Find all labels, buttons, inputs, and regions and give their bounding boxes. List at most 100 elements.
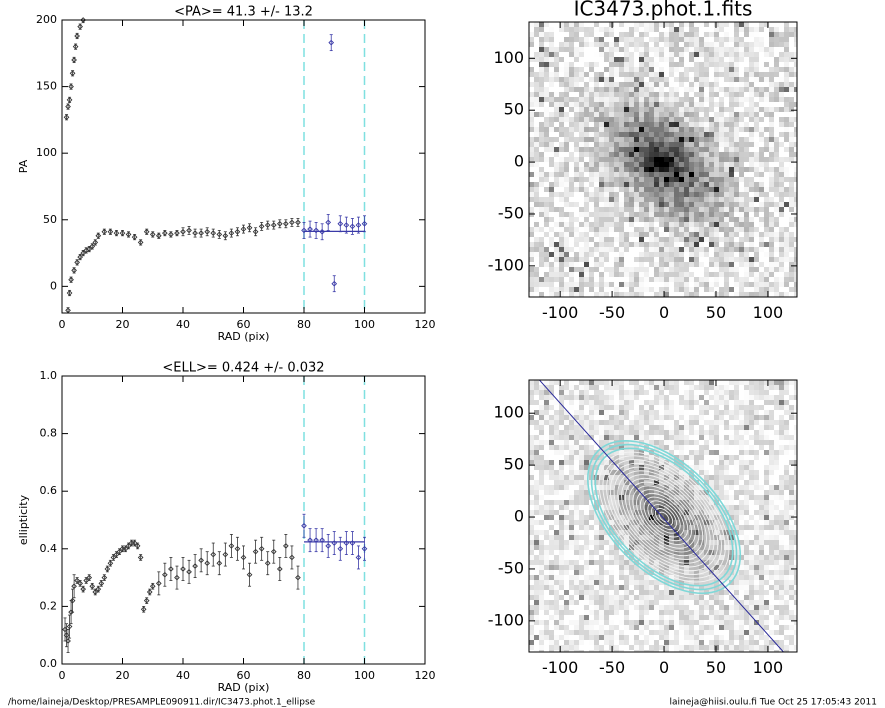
image-pixel <box>679 277 684 282</box>
image-pixel <box>629 277 634 282</box>
image-pixel <box>609 142 614 147</box>
image-pixel <box>739 480 744 485</box>
image-pixel <box>644 92 649 97</box>
image-pixel <box>714 500 719 505</box>
image-pixel <box>544 262 549 267</box>
image-pixel <box>534 202 539 207</box>
image-pixel <box>574 287 579 292</box>
image-pixel <box>729 450 734 455</box>
image-pixel <box>714 232 719 237</box>
image-pixel <box>669 282 674 287</box>
image-pixel <box>794 485 797 490</box>
image-pixel <box>699 490 704 495</box>
image-pixel <box>579 102 584 107</box>
image-pixel <box>684 232 689 237</box>
image-pixel <box>594 500 599 505</box>
image-pixel <box>774 287 779 292</box>
image-pixel <box>744 112 749 117</box>
image-pixel <box>544 117 549 122</box>
image-pixel <box>614 52 619 57</box>
image-pixel <box>654 380 659 385</box>
image-pixel <box>609 172 614 177</box>
image-pixel <box>744 410 749 415</box>
image-pixel <box>704 172 709 177</box>
image-pixel <box>794 127 797 132</box>
image-pixel <box>574 425 579 430</box>
image-pixel <box>754 152 759 157</box>
image-pixel <box>559 440 564 445</box>
image-pixel <box>749 455 754 460</box>
image-pixel <box>594 475 599 480</box>
image-pixel <box>649 410 654 415</box>
image-pixel <box>769 212 774 217</box>
image-pixel <box>724 177 729 182</box>
x-tick-label: 50 <box>706 303 726 322</box>
image-pixel <box>574 385 579 390</box>
image-pixel <box>654 117 659 122</box>
image-pixel <box>734 127 739 132</box>
x-tick-label: 100 <box>354 318 375 331</box>
image-pixel <box>564 455 569 460</box>
image-pixel <box>724 242 729 247</box>
image-pixel <box>674 77 679 82</box>
image-pixel <box>734 27 739 32</box>
image-pixel <box>704 87 709 92</box>
image-pixel <box>534 107 539 112</box>
image-pixel <box>664 102 669 107</box>
image-pixel <box>529 292 534 297</box>
image-pixel <box>729 147 734 152</box>
image-pixel <box>684 162 689 167</box>
image-pixel <box>569 435 574 440</box>
image-pixel <box>599 102 604 107</box>
image-pixel <box>719 262 724 267</box>
image-pixel <box>759 107 764 112</box>
image-pixel <box>624 37 629 42</box>
image-pixel <box>644 47 649 52</box>
image-pixel <box>714 47 719 52</box>
image-pixel <box>574 182 579 187</box>
image-pixel <box>589 420 594 425</box>
image-pixel <box>579 277 584 282</box>
data-point <box>122 545 129 552</box>
image-pixel <box>699 282 704 287</box>
image-pixel <box>759 385 764 390</box>
image-pixel <box>564 485 569 490</box>
image-pixel <box>559 197 564 202</box>
image-pixel <box>599 172 604 177</box>
image-pixel <box>539 167 544 172</box>
image-pixel <box>749 87 754 92</box>
image-pixel <box>779 470 784 475</box>
image-pixel <box>564 187 569 192</box>
image-pixel <box>709 470 714 475</box>
image-pixel <box>559 430 564 435</box>
image-pixel <box>539 282 544 287</box>
image-pixel <box>589 22 594 27</box>
image-pixel <box>574 27 579 32</box>
image-pixel <box>589 57 594 62</box>
image-pixel <box>724 202 729 207</box>
data-point <box>89 243 96 250</box>
image-pixel <box>599 237 604 242</box>
image-pixel <box>589 287 594 292</box>
image-pixel <box>659 192 664 197</box>
image-pixel <box>579 395 584 400</box>
image-pixel <box>749 262 754 267</box>
image-pixel <box>794 192 797 197</box>
image-pixel <box>634 480 639 485</box>
image-pixel <box>614 147 619 152</box>
image-pixel <box>549 222 554 227</box>
image-pixel <box>579 485 584 490</box>
image-pixel <box>684 132 689 137</box>
image-pixel <box>529 475 534 480</box>
image-pixel <box>734 420 739 425</box>
image-pixel <box>654 37 659 42</box>
image-pixel <box>714 122 719 127</box>
image-pixel <box>764 212 769 217</box>
image-pixel <box>789 77 794 82</box>
image-pixel <box>754 37 759 42</box>
image-pixel <box>784 197 789 202</box>
image-pixel <box>699 247 704 252</box>
image-pixel <box>749 430 754 435</box>
image-pixel <box>539 142 544 147</box>
image-pixel <box>589 147 594 152</box>
